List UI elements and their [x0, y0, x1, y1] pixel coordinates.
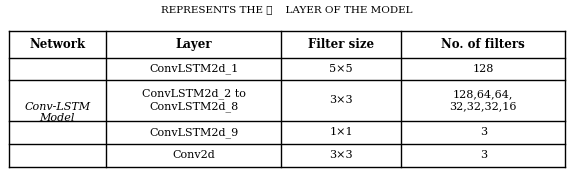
Text: 3×3: 3×3 [329, 95, 353, 105]
Text: 3×3: 3×3 [329, 150, 353, 160]
Text: Filter size: Filter size [308, 38, 374, 51]
Text: 128,64,64,
32,32,32,16: 128,64,64, 32,32,32,16 [449, 89, 517, 111]
Text: 1×1: 1×1 [329, 127, 353, 137]
Text: 3: 3 [480, 150, 487, 160]
Text: ConvLSTM2d_1: ConvLSTM2d_1 [149, 64, 238, 74]
Text: No. of filters: No. of filters [441, 38, 525, 51]
Text: Conv2d: Conv2d [172, 150, 215, 160]
Text: ConvLSTM2d_2 to
ConvLSTM2d_8: ConvLSTM2d_2 to ConvLSTM2d_8 [142, 89, 246, 112]
Text: 3: 3 [480, 127, 487, 137]
Text: REPRESENTS THE ℓ    LAYER OF THE MODEL: REPRESENTS THE ℓ LAYER OF THE MODEL [161, 5, 413, 14]
Text: 5×5: 5×5 [329, 64, 353, 74]
Text: 128: 128 [472, 64, 494, 74]
Text: Layer: Layer [176, 38, 212, 51]
Text: Conv-LSTM
Model: Conv-LSTM Model [24, 102, 90, 123]
Text: Network: Network [29, 38, 86, 51]
Text: ConvLSTM2d_9: ConvLSTM2d_9 [149, 127, 238, 138]
